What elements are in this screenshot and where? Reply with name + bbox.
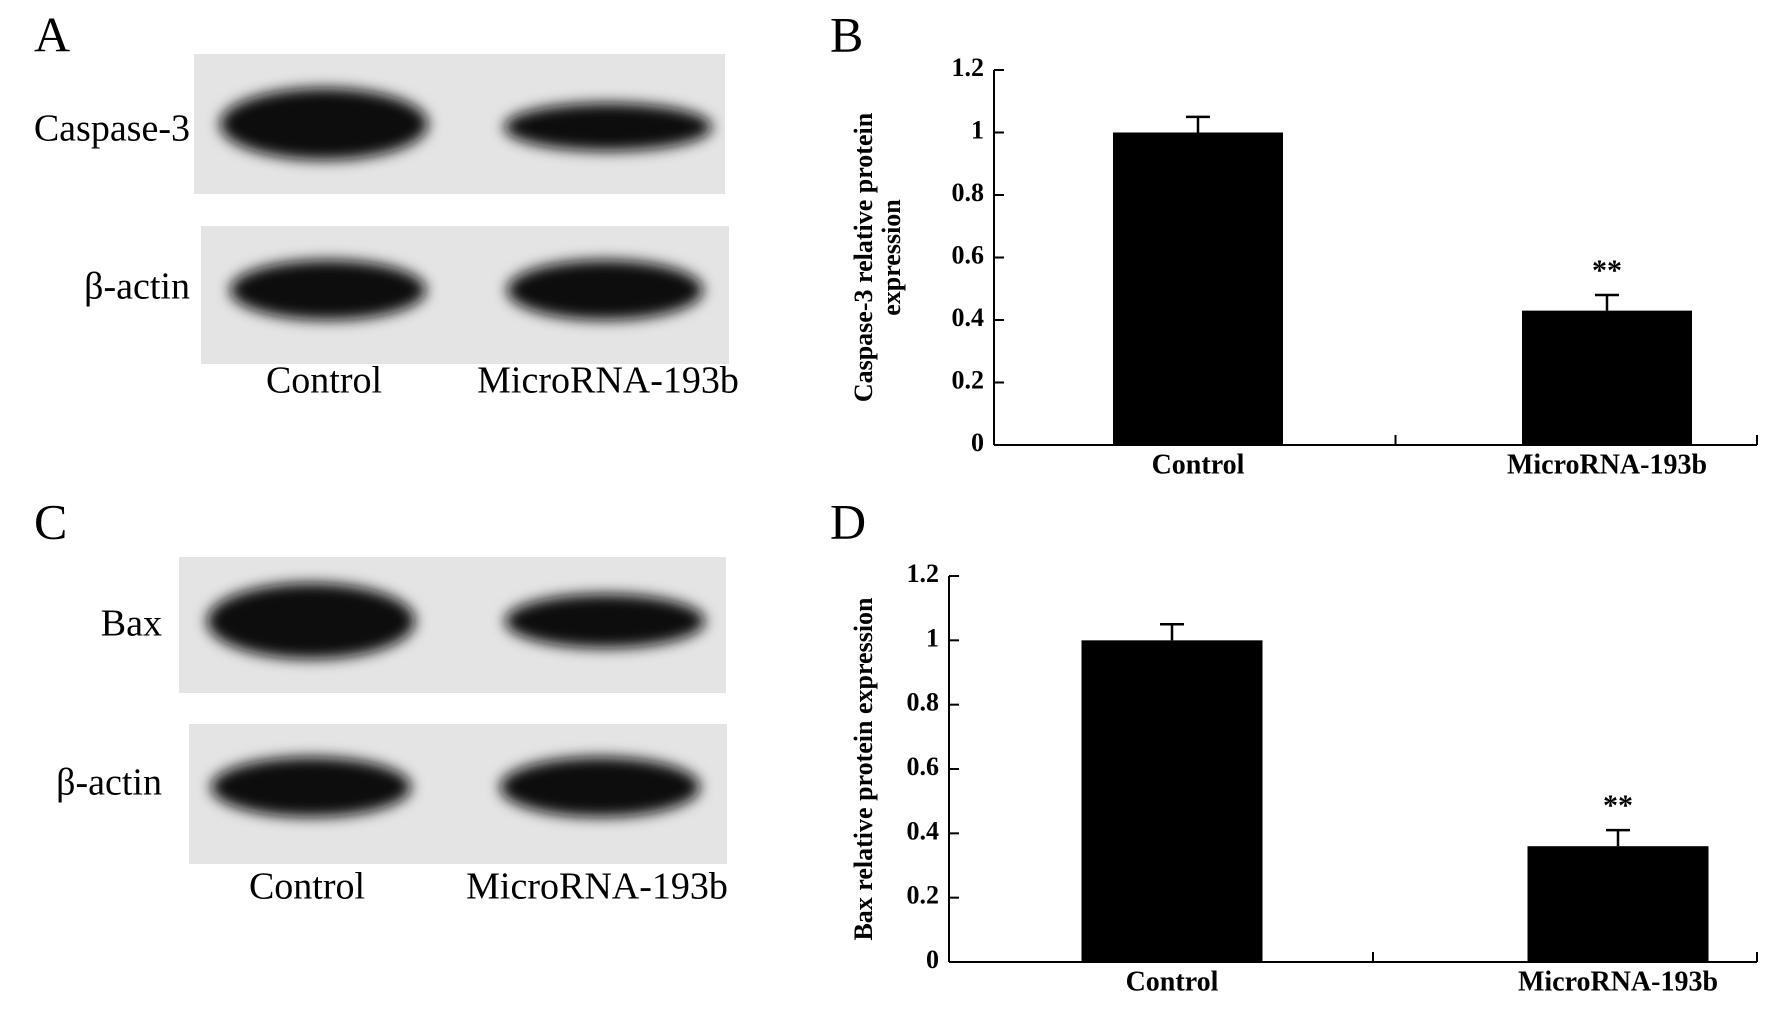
y-tick-label: 0.2 (952, 365, 985, 394)
blot-row-label: Bax (101, 603, 162, 645)
y-tick-label: 0.6 (907, 752, 940, 781)
blot-row-label: β-actin (56, 762, 162, 804)
y-tick-label: 0.4 (952, 303, 985, 332)
y-axis-label: expression (877, 199, 906, 316)
blot-row-label: β-actin (84, 266, 190, 308)
y-tick-label: 0 (926, 945, 939, 974)
y-tick-label: 1.2 (952, 53, 985, 82)
y-tick-label: 0 (971, 428, 984, 457)
x-tick-label: MicroRNA-193b (1518, 966, 1718, 997)
panel-label: A (34, 6, 70, 62)
blot-band (220, 88, 428, 160)
y-tick-label: 0.8 (952, 178, 985, 207)
y-axis-label: Caspase-3 relative protein (849, 112, 878, 402)
y-tick-label: 1 (926, 623, 939, 652)
x-tick-label: Control (1152, 449, 1245, 480)
blot-lane-label: Control (249, 866, 365, 908)
blot-band (504, 103, 712, 151)
panel-label: C (34, 493, 67, 549)
y-tick-label: 0.2 (907, 881, 940, 910)
x-tick-label: MicroRNA-193b (1507, 449, 1707, 480)
bar (1527, 846, 1709, 962)
bar (1522, 310, 1692, 445)
blot-lane-label: Control (266, 360, 382, 402)
blot-band (207, 583, 415, 659)
blot-band (211, 757, 411, 817)
panel-label: D (830, 493, 866, 549)
blot-row-label: Caspase-3 (34, 108, 190, 150)
blot-lane-label: MicroRNA-193b (466, 866, 728, 908)
x-tick-label: Control (1126, 966, 1219, 997)
y-tick-label: 0.4 (907, 816, 940, 845)
significance-label: ** (1592, 254, 1622, 287)
panel-label: B (830, 6, 863, 62)
bar (1113, 132, 1283, 445)
y-tick-label: 1.2 (907, 559, 940, 588)
blot-band (507, 260, 703, 320)
y-tick-label: 0.8 (907, 688, 940, 717)
y-axis-label: Bax relative protein expression (849, 597, 878, 941)
blot-band (505, 594, 705, 648)
blot-lane-label: MicroRNA-193b (477, 360, 739, 402)
y-tick-label: 1 (971, 115, 984, 144)
blot-band (500, 757, 700, 817)
significance-label: ** (1603, 789, 1633, 822)
bar (1081, 640, 1263, 962)
y-tick-label: 0.6 (952, 240, 985, 269)
blot-band (230, 260, 426, 320)
